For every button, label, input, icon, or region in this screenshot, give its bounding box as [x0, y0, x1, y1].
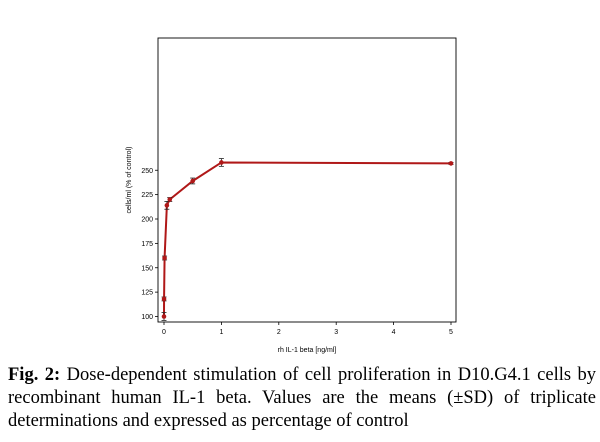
- data-point: [167, 197, 173, 202]
- x-tick-label: 3: [334, 329, 338, 336]
- data-point: [190, 178, 195, 184]
- chart-axes: [157, 37, 457, 323]
- data-point: [448, 161, 454, 166]
- y-axis-ticks: 100 125 150 175 200 225 250: [141, 168, 158, 321]
- x-tick-label: 2: [277, 329, 281, 336]
- y-tick-label: 250: [141, 168, 153, 175]
- chart-series: [161, 158, 454, 321]
- data-point: [162, 255, 167, 261]
- x-tick-label: 5: [449, 329, 453, 336]
- y-tick-label: 100: [141, 314, 153, 321]
- caption-text: Dose-dependent stimulation of cell proli…: [8, 365, 597, 431]
- plot-frame: [157, 37, 457, 323]
- y-tick-label: 200: [141, 217, 153, 224]
- chart-plot: 100 125 150 175 200 225 250 0 1 2 3 4 5 cells/ml (%…: [126, 37, 457, 354]
- caption-label: Fig. 2:: [8, 365, 61, 385]
- x-tick-label: 0: [162, 329, 166, 336]
- y-tick-label: 125: [141, 290, 153, 297]
- y-tick-label: 175: [141, 241, 153, 248]
- data-point: [161, 296, 167, 302]
- y-tick-label: 150: [141, 265, 153, 272]
- data-point: [219, 160, 224, 165]
- y-tick-label: 225: [141, 192, 153, 199]
- data-point: [161, 314, 167, 319]
- x-axis-label: rh IL-1 beta [ng/ml]: [278, 347, 337, 354]
- figure-caption: Fig. 2: Dose-dependent stimulation of ce…: [8, 364, 596, 433]
- x-axis-ticks: 0 1 2 3 4 5: [162, 322, 453, 336]
- x-tick-label: 1: [219, 329, 223, 336]
- x-tick-label: 4: [392, 329, 396, 336]
- data-point: [164, 203, 170, 208]
- y-axis-label: cells/ml (% of control): [126, 147, 133, 214]
- series-line: [163, 161, 452, 317]
